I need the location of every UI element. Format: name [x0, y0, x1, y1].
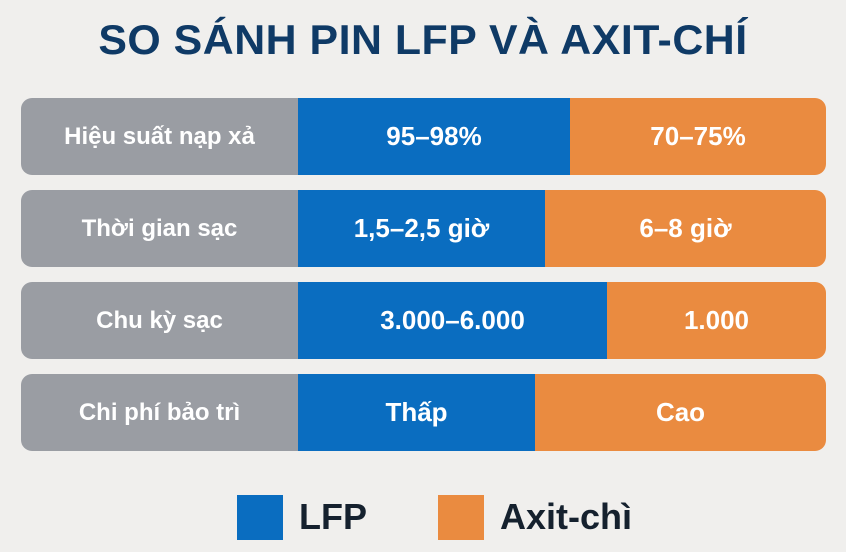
row-label: Thời gian sạc: [21, 190, 298, 267]
row-charge-time: Thời gian sạc 1,5–2,5 giờ 6–8 giờ: [21, 190, 826, 267]
row-label: Chi phí bảo trì: [21, 374, 298, 451]
row-cycle-life: Chu kỳ sạc 3.000–6.000 1.000: [21, 282, 826, 359]
lfp-swatch-icon: [237, 494, 283, 540]
legend-item-lead-acid: Axit-chì: [438, 494, 632, 540]
legend-label: LFP: [299, 496, 367, 537]
legend: LFP Axit-chì: [0, 494, 846, 540]
lead-acid-value: 6–8 giờ: [545, 190, 826, 267]
lfp-value: 1,5–2,5 giờ: [298, 190, 545, 267]
lead-acid-value: 1.000: [607, 282, 826, 359]
chart-title: SO SÁNH PIN LFP VÀ AXIT-CHÍ: [98, 16, 748, 63]
row-maintenance-cost: Chi phí bảo trì Thấp Cao: [21, 374, 826, 451]
lfp-value: 3.000–6.000: [298, 282, 607, 359]
lead-acid-value: Cao: [535, 374, 826, 451]
lead-acid-swatch-icon: [438, 494, 484, 540]
legend-label: Axit-chì: [500, 496, 633, 537]
lfp-value: Thấp: [298, 374, 535, 451]
lead-acid-value: 70–75%: [570, 98, 826, 175]
row-label: Hiệu suất nạp xả: [21, 98, 298, 175]
row-charge-efficiency: Hiệu suất nạp xả 95–98% 70–75%: [21, 98, 826, 175]
lfp-value: 95–98%: [298, 98, 570, 175]
row-label: Chu kỳ sạc: [21, 282, 298, 359]
legend-item-lfp: LFP: [237, 494, 367, 540]
